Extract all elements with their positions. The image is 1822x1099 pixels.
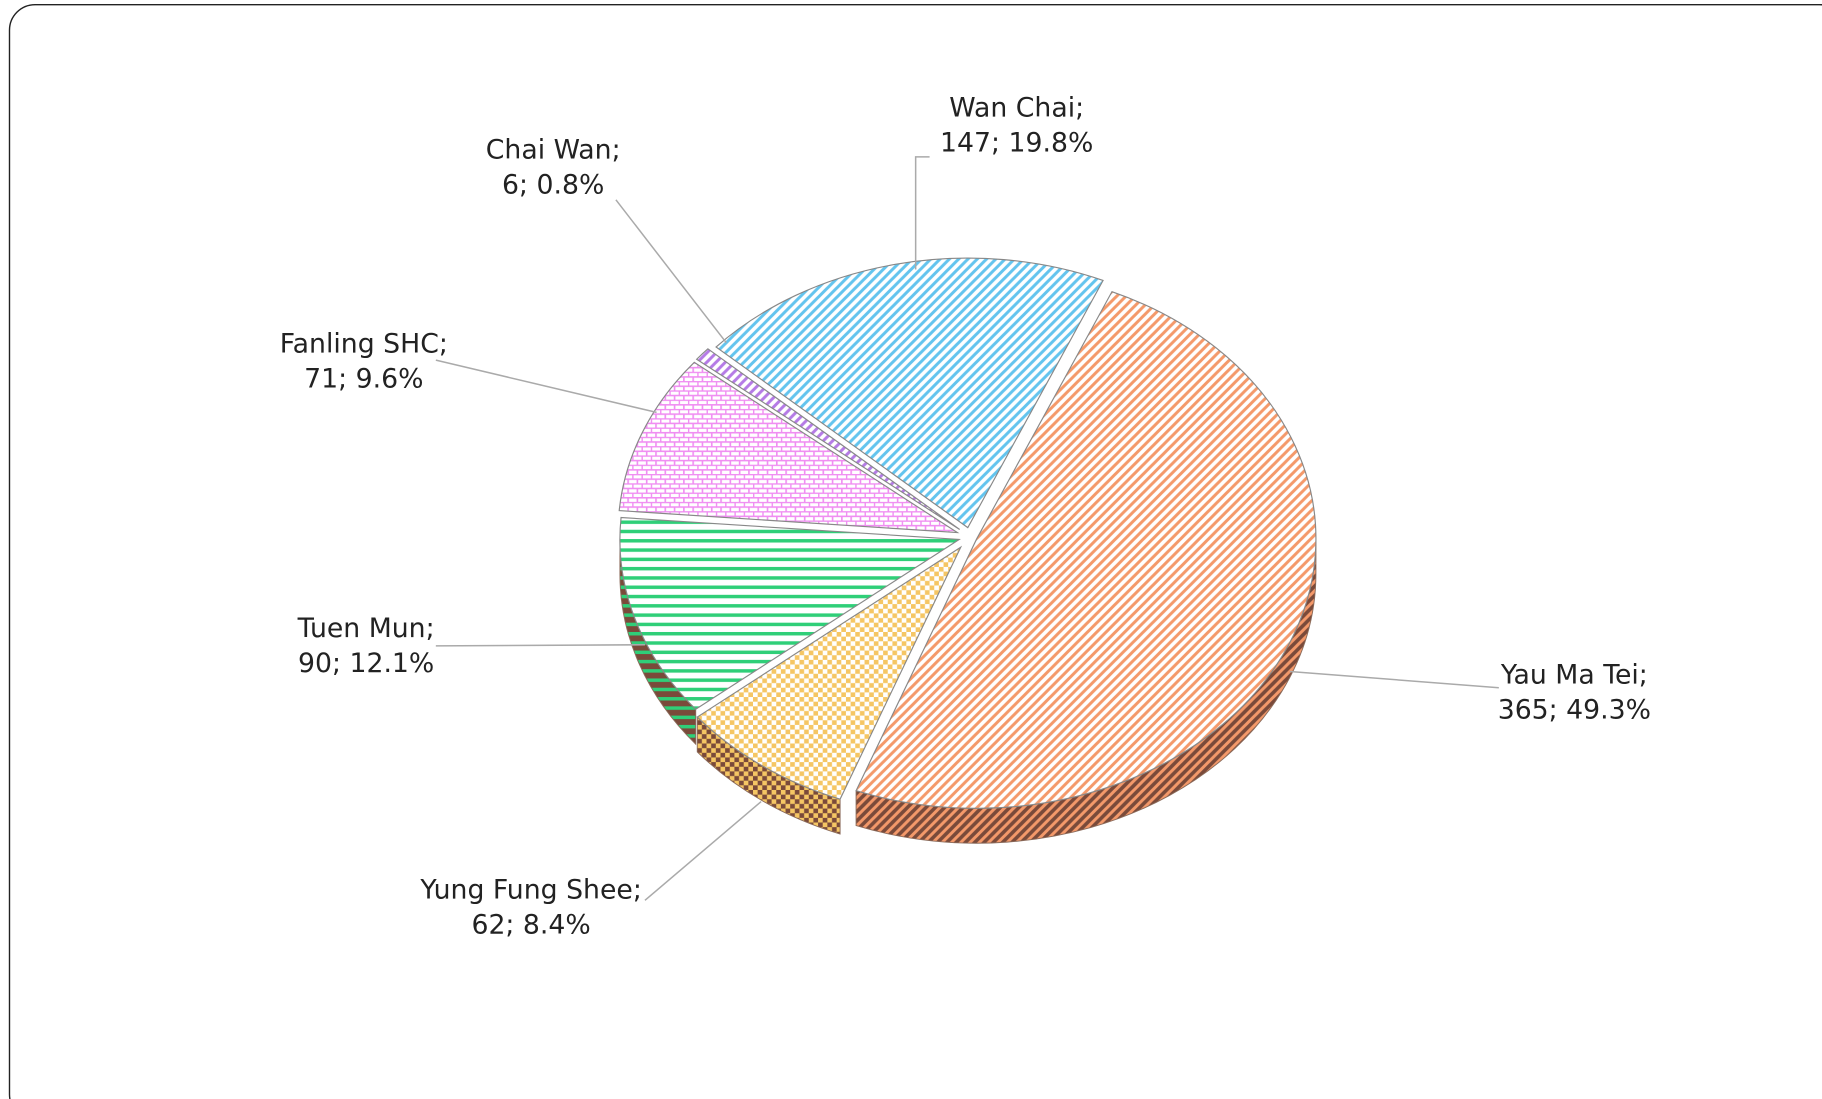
pie-slice xyxy=(619,516,961,711)
pie-slice xyxy=(618,361,960,534)
pie-slice xyxy=(695,348,961,530)
pie-slice xyxy=(855,290,1317,809)
leader-line xyxy=(435,644,645,647)
label-name: Yau Ma Tei; xyxy=(1500,660,1648,691)
data-labels: Yau Ma Tei;365; 49.3% Yung Fung Shee;62; … xyxy=(280,93,1651,941)
label-name: Wan Chai; xyxy=(949,93,1084,124)
value-label: 90; 12.1% xyxy=(298,648,434,679)
label-name: Tuen Mun; xyxy=(297,613,435,644)
leader-line xyxy=(914,156,930,270)
slice-tops xyxy=(618,257,1317,809)
leader-line xyxy=(1289,670,1499,689)
label-name: Chai Wan; xyxy=(486,135,621,166)
pie-slice xyxy=(696,545,963,800)
value-label: 6; 0.8% xyxy=(502,169,604,200)
value-label: 71; 9.6% xyxy=(304,363,423,394)
leader-line xyxy=(644,801,762,901)
pie-slice xyxy=(715,257,1104,529)
label-name: Fanling SHC; xyxy=(280,329,448,360)
leader-line xyxy=(435,359,657,414)
value-label: 62; 8.4% xyxy=(471,909,590,940)
value-label: 147; 19.8% xyxy=(940,128,1093,159)
leader-line xyxy=(615,199,727,344)
value-label: 365; 49.3% xyxy=(1498,694,1651,725)
label-name: Yung Fung Shee; xyxy=(419,875,641,906)
